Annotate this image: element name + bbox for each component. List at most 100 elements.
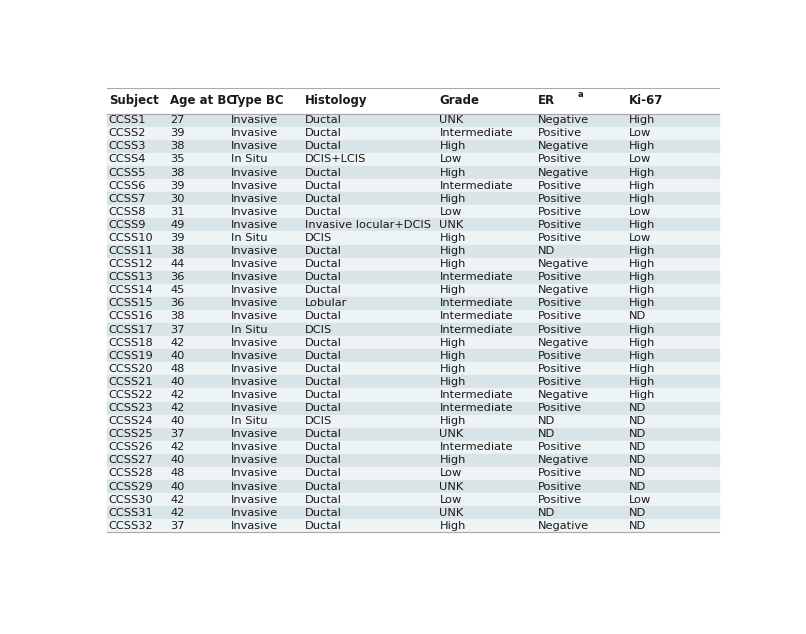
Text: CCSS17: CCSS17 [109, 325, 154, 335]
Text: 40: 40 [170, 482, 185, 491]
Text: ND: ND [629, 429, 646, 439]
Text: CCSS11: CCSS11 [109, 246, 154, 256]
Text: DCIS: DCIS [305, 233, 332, 243]
Text: Invasive: Invasive [231, 377, 278, 387]
Text: CCSS25: CCSS25 [109, 429, 153, 439]
Text: Positive: Positive [538, 233, 581, 243]
Text: Ductal: Ductal [305, 167, 342, 178]
Text: Invasive: Invasive [231, 311, 278, 321]
Text: Positive: Positive [538, 403, 581, 413]
Bar [107, 153, 719, 166]
Text: UNK: UNK [439, 482, 463, 491]
Bar [107, 415, 719, 428]
Bar [107, 375, 719, 389]
Text: Positive: Positive [538, 469, 581, 479]
Text: UNK: UNK [439, 115, 463, 125]
Text: CCSS19: CCSS19 [109, 351, 154, 361]
Text: High: High [439, 416, 466, 426]
Text: CCSS2: CCSS2 [109, 128, 146, 138]
Text: Invasive: Invasive [231, 141, 278, 152]
Text: Positive: Positive [538, 155, 581, 164]
Text: 49: 49 [170, 220, 185, 230]
Text: Ductal: Ductal [305, 285, 342, 295]
Text: 39: 39 [170, 128, 185, 138]
Text: High: High [629, 364, 655, 374]
Bar [107, 271, 719, 284]
Text: Invasive: Invasive [231, 181, 278, 191]
Bar [107, 349, 719, 362]
Text: CCSS26: CCSS26 [109, 443, 153, 452]
Text: Intermediate: Intermediate [439, 443, 513, 452]
Text: Low: Low [629, 128, 651, 138]
Text: CCSS8: CCSS8 [109, 207, 147, 217]
Text: Positive: Positive [538, 128, 581, 138]
Text: 42: 42 [170, 495, 185, 505]
Bar [107, 428, 719, 441]
Text: High: High [439, 141, 466, 152]
Text: High: High [629, 285, 655, 295]
Text: High: High [439, 167, 466, 178]
Text: Negative: Negative [538, 141, 588, 152]
Text: High: High [629, 194, 655, 204]
Text: 36: 36 [170, 299, 185, 308]
Text: Invasive: Invasive [231, 194, 278, 204]
Text: Positive: Positive [538, 482, 581, 491]
Text: 45: 45 [170, 285, 185, 295]
Text: Invasive: Invasive [231, 443, 278, 452]
Text: Intermediate: Intermediate [439, 128, 513, 138]
Text: Invasive: Invasive [231, 220, 278, 230]
Text: Invasive locular+DCIS: Invasive locular+DCIS [305, 220, 430, 230]
Text: Positive: Positive [538, 311, 581, 321]
Text: Intermediate: Intermediate [439, 390, 513, 400]
Text: 35: 35 [170, 155, 185, 164]
Text: 39: 39 [170, 181, 185, 191]
Text: 44: 44 [170, 259, 185, 269]
Text: High: High [439, 338, 466, 347]
Text: Negative: Negative [538, 115, 588, 125]
Text: CCSS22: CCSS22 [109, 390, 153, 400]
Text: In Situ: In Situ [231, 155, 268, 164]
Text: 40: 40 [170, 377, 185, 387]
Text: High: High [629, 220, 655, 230]
Text: Negative: Negative [538, 167, 588, 178]
Bar [107, 284, 719, 297]
Text: CCSS32: CCSS32 [109, 521, 153, 531]
Text: High: High [629, 246, 655, 256]
Bar [107, 231, 719, 245]
Text: ND: ND [629, 508, 646, 518]
Text: CCSS5: CCSS5 [109, 167, 147, 178]
Text: 37: 37 [170, 521, 185, 531]
Text: 38: 38 [170, 167, 185, 178]
Text: Ductal: Ductal [305, 508, 342, 518]
Bar [107, 88, 719, 113]
Text: High: High [439, 194, 466, 204]
Text: Ductal: Ductal [305, 443, 342, 452]
Text: High: High [629, 115, 655, 125]
Text: Ductal: Ductal [305, 207, 342, 217]
Text: Ductal: Ductal [305, 390, 342, 400]
Text: 42: 42 [170, 403, 185, 413]
Text: Subject: Subject [109, 94, 159, 108]
Text: Ductal: Ductal [305, 311, 342, 321]
Bar [107, 257, 719, 271]
Bar [107, 297, 719, 310]
Text: Invasive: Invasive [231, 403, 278, 413]
Text: ND: ND [629, 403, 646, 413]
Bar [107, 519, 719, 533]
Bar [107, 166, 719, 179]
Text: ND: ND [538, 508, 555, 518]
Text: Ductal: Ductal [305, 115, 342, 125]
Text: CCSS21: CCSS21 [109, 377, 153, 387]
Text: Invasive: Invasive [231, 128, 278, 138]
Text: Invasive: Invasive [231, 495, 278, 505]
Text: Histology: Histology [305, 94, 368, 108]
Text: Negative: Negative [538, 259, 588, 269]
Text: 48: 48 [170, 364, 185, 374]
Text: Invasive: Invasive [231, 246, 278, 256]
Text: Invasive: Invasive [231, 115, 278, 125]
Text: DCIS: DCIS [305, 325, 332, 335]
Text: Positive: Positive [538, 272, 581, 282]
Text: High: High [629, 167, 655, 178]
Text: CCSS28: CCSS28 [109, 469, 153, 479]
Text: 42: 42 [170, 338, 185, 347]
